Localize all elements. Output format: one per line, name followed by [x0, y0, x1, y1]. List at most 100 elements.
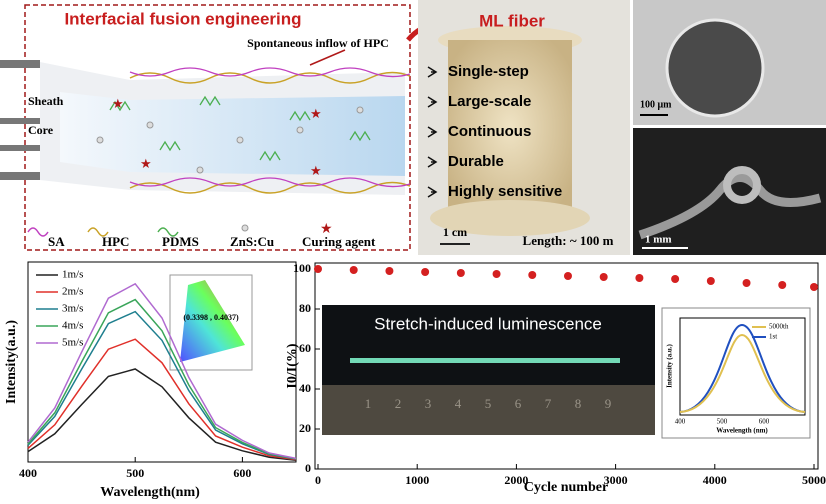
panel-title: Interfacial fusion engineering — [64, 9, 301, 28]
svg-text:★: ★ — [310, 163, 322, 178]
hpc-strand — [129, 181, 411, 194]
hpc-strand — [129, 71, 411, 84]
sa-strand — [129, 67, 411, 78]
pdms-strand — [109, 95, 371, 162]
sa-strand — [129, 177, 411, 188]
x-tick-label: 400 — [19, 466, 37, 480]
data-point — [742, 279, 751, 287]
annotation: Spontaneous inflow of HPC — [247, 36, 389, 50]
x-tick-label: 600 — [233, 466, 251, 480]
data-point — [349, 266, 358, 274]
inset-x-label: Wavelength (nm) — [716, 427, 768, 435]
nozzle-plate — [0, 60, 40, 68]
bullet — [427, 126, 438, 138]
feature: Single-step — [448, 63, 529, 80]
luminescent-fiber — [350, 358, 620, 363]
data-point — [706, 277, 715, 285]
legend-label: SA — [48, 234, 65, 249]
data-point — [778, 281, 787, 289]
ruler-number: 3 — [425, 396, 432, 411]
zns-particles — [96, 106, 364, 174]
feature: Large-scale — [448, 93, 531, 110]
svg-text:★: ★ — [140, 156, 152, 171]
nozzle-plate — [0, 172, 40, 180]
scale-label: 1 cm — [443, 225, 467, 239]
legend-label: PDMS — [162, 234, 199, 249]
scale-label: 100 μm — [640, 99, 672, 110]
data-point — [492, 270, 501, 278]
series-line — [27, 298, 297, 460]
feature: Durable — [448, 153, 504, 170]
x-tick-label: 0 — [315, 473, 321, 487]
legend-icon — [241, 224, 249, 232]
legend-icon — [27, 227, 49, 237]
spool — [448, 40, 572, 215]
ruler-number: 8 — [575, 396, 582, 411]
data-point — [421, 268, 430, 276]
feature: Continuous — [448, 123, 531, 140]
inset-title: Stretch-induced luminescence — [374, 314, 602, 333]
y-tick-label: 0 — [305, 461, 311, 475]
y-tick-label: 20 — [299, 421, 311, 435]
legend-icon — [87, 227, 109, 237]
inset-legend-label: 1st — [769, 333, 777, 341]
y-axis-label: I0/I(%) — [285, 343, 300, 388]
data-point — [314, 265, 322, 273]
svg-text:★: ★ — [112, 96, 124, 111]
legend-icon — [157, 227, 179, 237]
x-tick-label: 4000 — [703, 473, 727, 487]
inset-tick-label: 600 — [759, 418, 770, 426]
spool-flange — [430, 200, 590, 236]
legend-label: 3m/s — [62, 303, 83, 315]
ruler-number: 5 — [485, 396, 492, 411]
ruler-number: 4 — [455, 396, 462, 411]
legend-label: 4m/s — [62, 320, 83, 332]
data-point — [563, 272, 572, 280]
x-tick-label: 500 — [126, 466, 144, 480]
x-tick-label: 2000 — [504, 473, 528, 487]
y-tick-label: 40 — [299, 381, 311, 395]
inset-curve — [679, 333, 806, 413]
data-point — [635, 274, 644, 282]
ruler-number: 6 — [515, 396, 522, 411]
feature: Highly sensitive — [448, 183, 562, 200]
scale-label: 1 mm — [645, 234, 672, 246]
x-axis-label: Cycle number — [524, 480, 608, 495]
nozzle-plate — [0, 145, 40, 151]
inset-y-label: Intensity (a.u.) — [666, 343, 674, 387]
data-point — [671, 275, 680, 283]
fiber-section — [665, 18, 765, 118]
panel-a: Interfacial fusion engineering ★ ★ ★ ★ Spon… — [0, 4, 411, 251]
svg-text:★: ★ — [310, 106, 322, 121]
length-label: Length: ~ 100 m — [523, 233, 614, 248]
series-line — [27, 338, 297, 461]
legend-label: 2m/s — [62, 286, 83, 298]
data-point — [810, 283, 818, 291]
data-point — [456, 269, 465, 277]
bullet — [427, 186, 438, 198]
ruler-number: 9 — [605, 396, 612, 411]
bullet — [427, 66, 438, 78]
inset-frame — [679, 317, 806, 416]
core-label: Core — [28, 123, 54, 137]
knot-fiber — [638, 173, 822, 240]
legend-icon: ★ — [320, 222, 333, 237]
legend-label: 5m/s — [62, 337, 83, 349]
x-tick-label: 3000 — [604, 473, 628, 487]
plot-frame — [27, 261, 297, 463]
x-axis-label: Wavelength(nm) — [100, 485, 200, 500]
data-point — [385, 267, 394, 275]
inset-curve — [679, 323, 806, 413]
ruler-number: 1 — [365, 396, 372, 411]
sheath-label: Sheath — [28, 94, 64, 108]
legend-label: Curing agent — [302, 234, 376, 249]
inset-tick-label: 500 — [717, 418, 728, 426]
panel-title: ML fiber — [479, 11, 545, 30]
bullet — [427, 96, 438, 108]
plot-frame — [314, 262, 819, 470]
emission-chart: Wavelength(nm) Intensity(a.u.) (0.3398 ,… — [4, 261, 297, 500]
legend-label: 1m/s — [62, 269, 83, 281]
x-tick-label: 1000 — [405, 473, 429, 487]
annotation-arrow — [309, 49, 346, 66]
